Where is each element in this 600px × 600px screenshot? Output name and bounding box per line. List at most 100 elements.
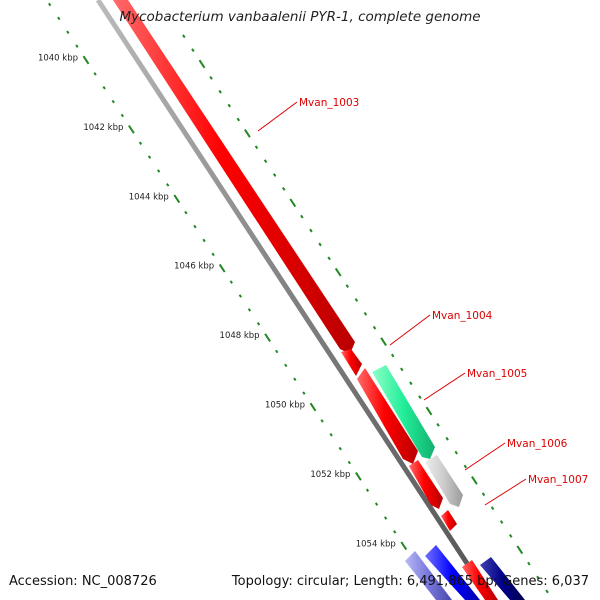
scale-minor-tick — [147, 155, 152, 159]
outer-minor-tick — [463, 464, 468, 469]
scale-minor-tick — [256, 321, 261, 326]
scale-tick-label: 1040 kbp — [38, 54, 78, 64]
gene-label: Mvan_1003 — [299, 97, 359, 109]
outer-minor-tick — [327, 256, 331, 261]
leader-mvan-1007 — [484, 478, 527, 506]
scale-major-tick — [400, 541, 408, 551]
scale-minor-tick — [93, 72, 97, 76]
genome-backbone — [95, 0, 494, 600]
outer-minor-tick — [445, 436, 449, 441]
scale-minor-tick — [238, 294, 242, 298]
outer-minor-tick — [209, 76, 213, 80]
outer-major-tick — [425, 406, 433, 416]
scale-minor-tick — [57, 16, 61, 21]
outer-major-tick — [334, 267, 342, 277]
scale-minor-tick — [157, 169, 161, 173]
scale-major-tick — [309, 402, 317, 412]
scale-major-tick — [218, 263, 226, 273]
outer-minor-tick — [191, 48, 195, 52]
scale-minor-tick — [384, 516, 388, 520]
outer-minor-tick — [454, 450, 458, 455]
outer-major-tick — [289, 198, 297, 208]
outer-major-tick — [380, 337, 387, 346]
scale-minor-tick — [138, 141, 143, 146]
map-title: Mycobacterium vanbaalenii PYR-1, complet… — [119, 9, 481, 25]
scale-tick-label: 1048 kbp — [220, 331, 260, 341]
leader-mvan-1004 — [389, 314, 431, 346]
outer-minor-tick — [218, 89, 222, 94]
gene-mvan-1007 — [441, 510, 457, 531]
scale-minor-tick — [302, 391, 306, 395]
scale-minor-tick — [120, 113, 124, 118]
feature-reverse-navy — [480, 557, 525, 600]
outer-minor-tick — [481, 492, 486, 497]
scale-minor-tick — [247, 308, 252, 312]
feature-rrna-green — [372, 365, 435, 459]
scale-tick-label: 1054 kbp — [356, 539, 396, 549]
scale-minor-tick — [365, 488, 370, 493]
outer-minor-tick — [345, 284, 349, 288]
leader-mvan-1006 — [464, 442, 506, 471]
outer-minor-tick — [409, 381, 413, 386]
gene-mvan-1006 — [409, 460, 443, 509]
scale-minor-tick — [102, 86, 106, 90]
reverse-strand-features — [405, 545, 525, 600]
gene-label: Mvan_1004 — [432, 310, 493, 322]
outer-minor-tick — [436, 423, 440, 427]
outer-tick-ring — [182, 34, 549, 594]
feature-reverse-lavender — [405, 551, 452, 600]
outer-minor-tick — [236, 117, 241, 122]
outer-minor-tick — [372, 325, 377, 330]
outer-minor-tick — [227, 103, 231, 108]
outer-minor-tick — [300, 214, 304, 219]
gene-mvan-1003 — [113, 0, 355, 354]
scale-tick-label: 1044 kbp — [129, 192, 169, 202]
scale-major-tick — [128, 125, 135, 134]
gene-label: Mvan_1007 — [528, 474, 588, 486]
outer-major-tick — [244, 129, 251, 138]
outer-minor-tick — [490, 506, 495, 511]
outer-minor-tick — [390, 353, 395, 358]
scale-major-tick — [82, 55, 90, 65]
outer-minor-tick — [400, 367, 404, 372]
scale-minor-tick — [393, 530, 397, 534]
scale-tick-label: 1050 kbp — [265, 401, 305, 411]
gene-labels: Mvan_1003 Mvan_1004 Mvan_1005 Mvan_1006 … — [299, 97, 588, 486]
scale-minor-tick — [48, 2, 52, 7]
scale-tick-label: 1046 kbp — [174, 262, 214, 272]
scale-minor-tick — [329, 433, 333, 437]
leader-mvan-1003 — [257, 101, 298, 132]
outer-minor-tick — [545, 589, 549, 594]
genome-summary-text: Topology: circular; Length: 6,491,865 bp… — [231, 574, 589, 589]
scale-minor-tick — [275, 349, 279, 354]
scale-ring: 1040 kbp 1042 kbp 1044 kbp 1046 kbp 1048 kbp… — [38, 2, 433, 590]
gene-label-leaders — [257, 101, 527, 506]
scale-minor-tick — [75, 44, 79, 48]
scale-major-tick — [264, 333, 271, 342]
scale-minor-tick — [284, 363, 288, 368]
scale-minor-tick — [229, 280, 233, 284]
scale-minor-tick — [320, 419, 324, 423]
gene-label: Mvan_1006 — [507, 438, 568, 450]
scale-minor-tick — [193, 224, 197, 229]
scale-major-tick — [173, 194, 181, 204]
scale-minor-tick — [202, 238, 206, 243]
outer-minor-tick — [309, 228, 313, 233]
gene-label: Mvan_1005 — [467, 368, 527, 380]
scale-minor-tick — [374, 502, 379, 506]
outer-minor-tick — [527, 561, 531, 566]
outer-minor-tick — [263, 159, 268, 164]
outer-minor-tick — [509, 534, 513, 538]
outer-minor-tick — [536, 575, 540, 580]
scale-minor-tick — [293, 377, 297, 381]
outer-minor-tick — [272, 173, 277, 177]
scale-minor-tick — [211, 252, 215, 257]
outer-minor-tick — [499, 520, 504, 524]
outer-major-tick — [198, 59, 206, 69]
scale-minor-tick — [111, 99, 115, 104]
outer-minor-tick — [282, 187, 286, 191]
scale-major-tick — [355, 472, 362, 481]
scale-tick-label: 1042 kbp — [83, 123, 123, 133]
scale-minor-tick — [184, 210, 188, 215]
